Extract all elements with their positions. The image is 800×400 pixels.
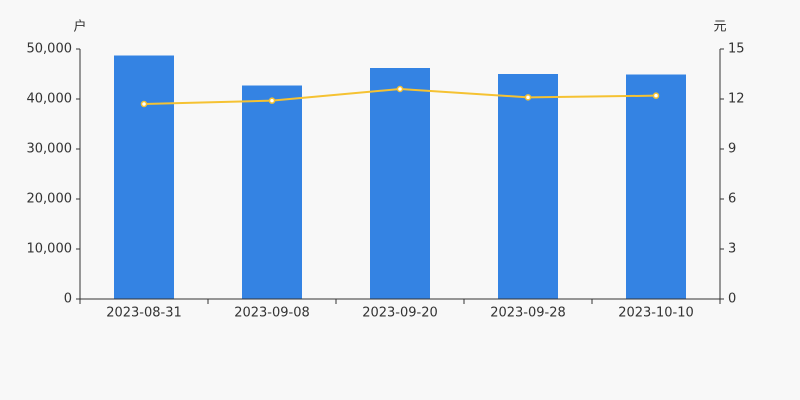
point <box>652 92 660 99</box>
y-tick-label: 10,000 <box>27 242 73 257</box>
point <box>140 100 148 108</box>
point <box>524 94 532 101</box>
y-axis-label: 户 <box>73 19 86 35</box>
x-tick-label: 2023-08-31 <box>106 306 182 321</box>
x-tick-label: 2023-10-10 <box>618 306 694 321</box>
y-tick-label: 0 <box>64 292 72 307</box>
y2-tick-label: 9 <box>728 142 736 157</box>
y-tick-label: 50,000 <box>27 42 73 57</box>
bar <box>498 74 558 299</box>
bar <box>626 74 686 299</box>
point <box>396 85 404 93</box>
bar <box>370 68 430 299</box>
x-tick-label: 2023-09-08 <box>234 306 310 321</box>
y2-tick-label: 15 <box>728 42 745 57</box>
y-tick-label: 30,000 <box>27 142 73 157</box>
x-tick-label: 2023-09-20 <box>362 306 438 321</box>
point <box>268 97 276 104</box>
y2-tick-label: 0 <box>728 292 736 307</box>
y2-axis-label: 元 <box>713 20 726 35</box>
y2-tick-label: 3 <box>728 242 736 257</box>
y-tick-label: 20,000 <box>27 192 73 207</box>
y-tick-label: 40,000 <box>27 92 73 107</box>
y2-tick-label: 12 <box>728 92 745 107</box>
bar <box>114 55 174 299</box>
bar <box>242 85 302 299</box>
x-tick-label: 2023-09-28 <box>490 306 566 321</box>
y2-tick-label: 6 <box>728 192 736 207</box>
